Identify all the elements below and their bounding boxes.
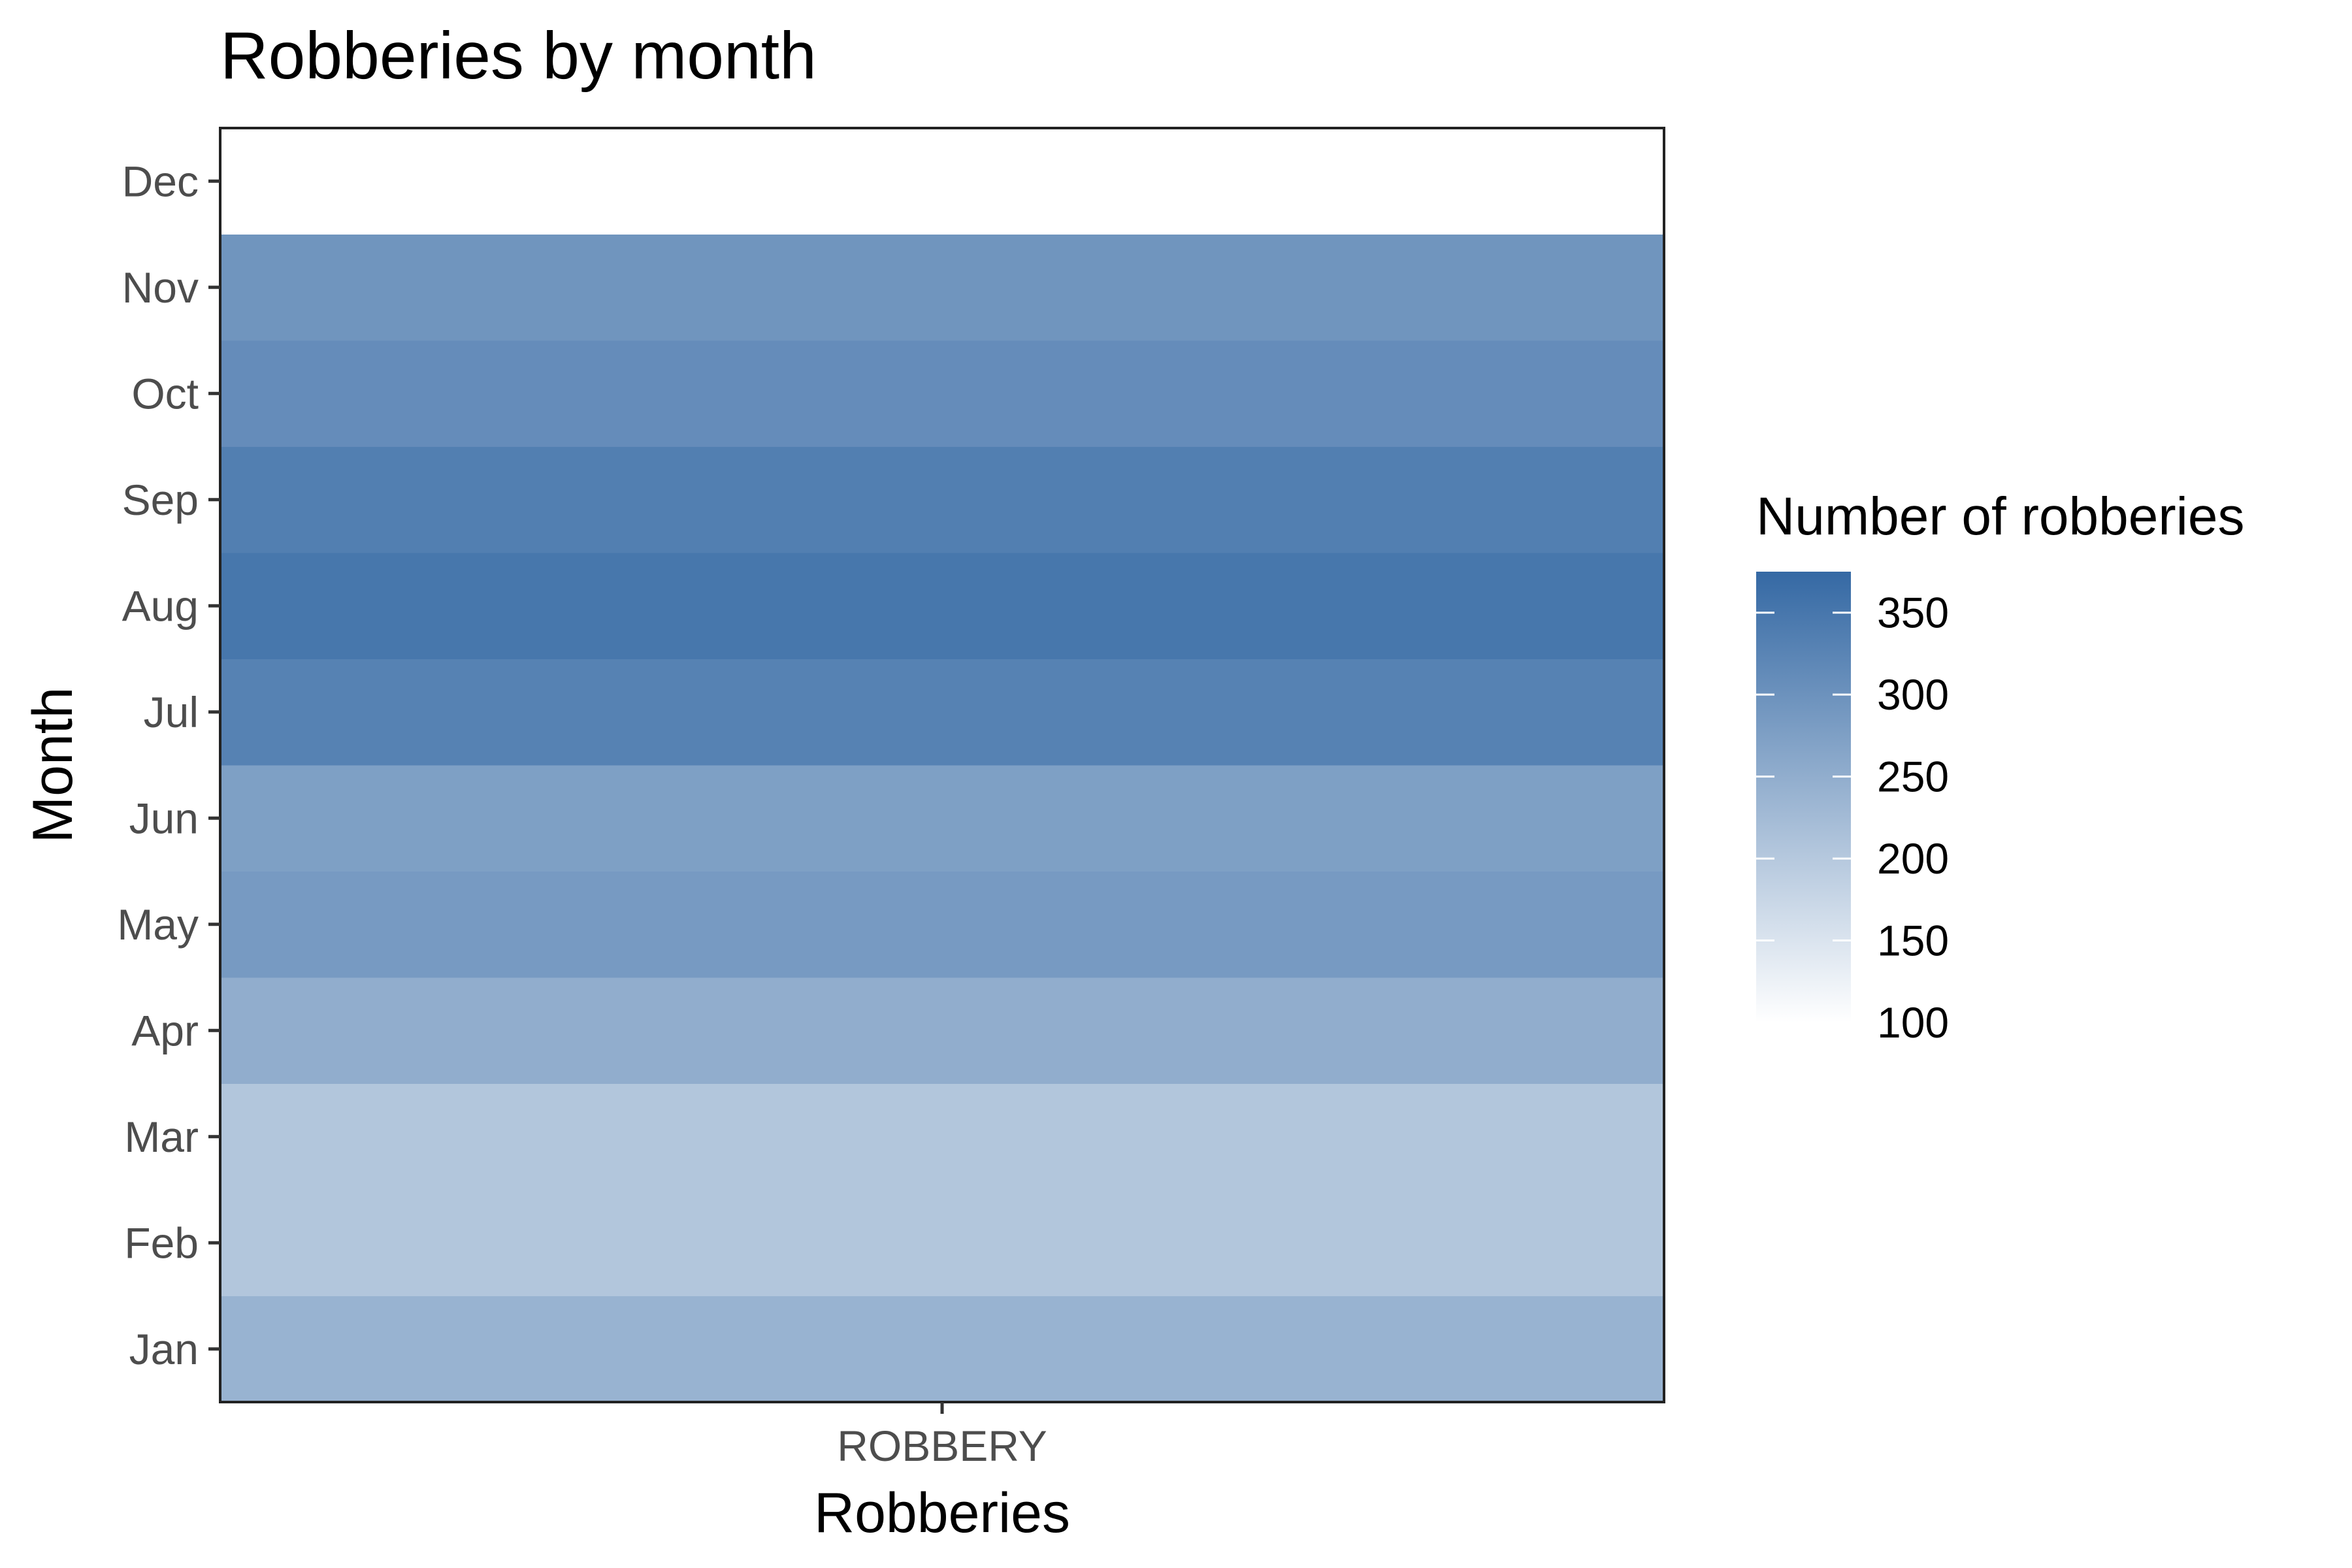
y-tick-label-dec: Dec: [122, 157, 199, 205]
heatmap-tile-nov: [220, 234, 1664, 341]
legend-tick-label-100: 100: [1877, 998, 1949, 1047]
legend-tick-label-200: 200: [1877, 834, 1949, 883]
x-axis-title: Robberies: [814, 1482, 1070, 1544]
y-axis: Jan Feb Mar Apr May Jun Jul Aug Sep Oct Nov Dec: [117, 157, 220, 1373]
x-axis: ROBBERY: [837, 1402, 1047, 1470]
heatmap-tile-oct: [220, 340, 1664, 447]
y-tick-label-oct: Oct: [131, 369, 199, 417]
y-tick-label-jan: Jan: [129, 1325, 199, 1373]
chart-title: Robberies by month: [220, 18, 817, 93]
heatmap-tile-apr: [220, 977, 1664, 1084]
legend-title: Number of robberies: [1756, 487, 2244, 546]
y-tick-label-feb: Feb: [124, 1218, 199, 1267]
y-tick-label-apr: Apr: [131, 1006, 199, 1054]
heatmap-tile-mar: [220, 1083, 1664, 1190]
heatmap-tiles: [220, 128, 1664, 1403]
y-tick-label-aug: Aug: [122, 581, 199, 630]
y-tick-label-jul: Jul: [144, 688, 199, 736]
heatmap-tile-jul: [220, 659, 1664, 766]
legend: 100 150 200 250 300 350: [1756, 572, 1949, 1047]
legend-tick-label-150: 150: [1877, 917, 1949, 965]
heatmap-tile-feb: [220, 1190, 1664, 1296]
y-axis-title: Month: [22, 687, 84, 843]
y-tick-label-mar: Mar: [124, 1113, 199, 1161]
legend-colorbar: [1756, 572, 1851, 1022]
x-tick-label-robbery: ROBBERY: [837, 1422, 1047, 1470]
heatmap-tile-aug: [220, 553, 1664, 659]
y-tick-label-sep: Sep: [122, 476, 199, 524]
heatmap-tile-jan: [220, 1296, 1664, 1403]
heatmap-tile-may: [220, 871, 1664, 978]
heatmap-tile-dec: [220, 128, 1664, 235]
heatmap-tile-sep: [220, 446, 1664, 553]
y-tick-label-jun: Jun: [129, 794, 199, 842]
y-tick-label-nov: Nov: [122, 263, 199, 312]
legend-tick-label-350: 350: [1877, 589, 1949, 637]
legend-tick-label-250: 250: [1877, 753, 1949, 801]
y-tick-label-may: May: [117, 900, 199, 949]
legend-tick-label-300: 300: [1877, 670, 1949, 719]
heatmap-tile-jun: [220, 765, 1664, 872]
